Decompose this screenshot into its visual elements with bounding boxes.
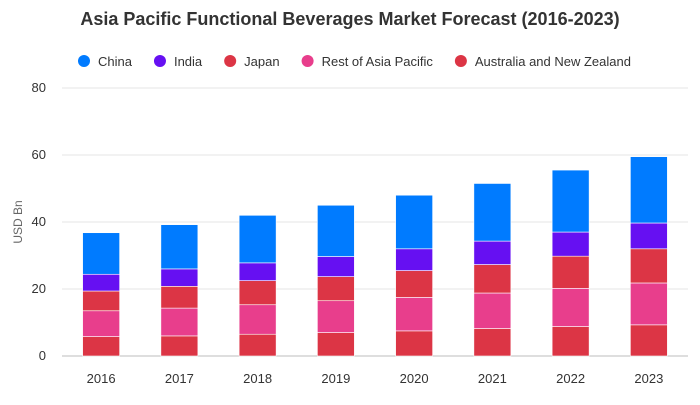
bar-segment [551,288,590,327]
legend: China India Japan Rest of Asia Pacific Austr… [78,54,631,69]
grid [62,87,688,357]
bar-segment [630,282,668,326]
bar-stack-2018 [238,215,277,357]
bar-segment [395,330,433,357]
bar-segment [317,332,355,357]
legend-label: Rest of Asia Pacific [322,54,434,69]
bar-segment [630,324,668,357]
bar-segment [473,240,512,265]
legend-label: China [98,54,133,69]
y-tick-label: 20 [32,281,46,296]
legend-swatch [301,55,314,67]
chart-title: Asia Pacific Functional Beverages Market… [80,9,619,29]
legend-swatch [224,55,237,67]
legend-swatch [78,55,90,67]
bar-segment [317,300,355,333]
bar-segment [630,248,668,284]
x-tick-label: 2016 [87,371,116,386]
bar-segment [160,335,199,357]
bar-segment [238,215,277,264]
bar-segment [238,262,277,281]
bar-segment [473,328,512,357]
bar-segment [82,310,120,337]
legend-item: China [78,54,133,69]
x-axis-ticks: 2016 2017 2018 2019 2020 2021 2022 2023 [87,371,664,386]
y-tick-label: 40 [32,214,46,229]
y-tick-label: 0 [39,348,46,363]
bar-segment [630,222,668,250]
bar-segment [160,224,199,270]
bars [82,156,668,357]
legend-swatch [153,55,166,67]
legend-item: Japan [224,54,280,69]
x-tick-label: 2023 [634,371,663,386]
bar-segment [630,156,668,224]
y-tick-label: 80 [32,80,46,95]
bar-segment [395,297,433,332]
bar-stack-2017 [160,224,199,357]
legend-label: India [174,54,203,69]
bar-segment [551,169,590,233]
bar-segment [551,255,590,289]
bar-segment [160,286,199,309]
bar-segment [160,307,199,337]
bar-segment [317,204,355,257]
bar-stack-2019 [317,204,355,357]
y-axis-ticks: 0 20 40 60 80 [32,80,46,363]
bar-segment [82,273,120,292]
x-tick-label: 2020 [400,371,429,386]
bar-segment [395,270,433,298]
bar-segment [551,231,590,257]
bar-segment [395,248,433,271]
legend-swatch [454,55,467,67]
y-tick-label: 60 [32,147,46,162]
legend-label: Japan [244,54,279,69]
bar-segment [551,326,590,357]
bar-segment [82,290,120,312]
bar-segment [238,304,277,335]
bar-segment [82,232,120,275]
bar-segment [395,194,433,250]
bar-stack-2023 [630,156,668,357]
bar-segment [238,280,277,306]
bar-stack-2022 [551,169,590,357]
x-tick-label: 2022 [556,371,585,386]
y-axis-label: USD Bn [11,200,25,243]
x-tick-label: 2017 [165,371,194,386]
legend-item: Australia and New Zealand [454,54,631,69]
bar-segment [82,336,120,357]
bar-segment [160,268,199,287]
x-tick-label: 2021 [478,371,507,386]
bar-segment [238,333,277,357]
bar-segment [473,183,512,242]
x-tick-label: 2019 [321,371,350,386]
bar-stack-2020 [395,194,433,357]
bar-segment [317,276,355,302]
legend-item: India [153,54,203,69]
bar-stack-2021 [473,183,512,357]
x-tick-label: 2018 [243,371,272,386]
bar-segment [317,256,355,277]
legend-label: Australia and New Zealand [475,54,631,69]
bar-stack-2016 [82,232,120,357]
legend-item: Rest of Asia Pacific [301,54,434,69]
bar-segment [473,264,512,294]
bar-segment [473,292,512,329]
